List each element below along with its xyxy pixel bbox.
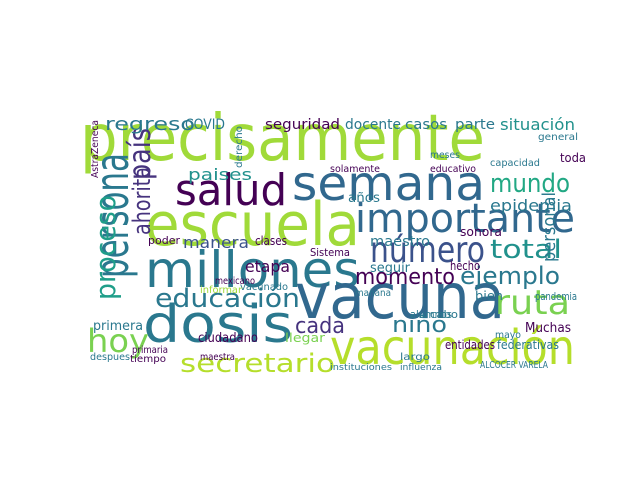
word: meses: [430, 150, 460, 161]
word: pandemia: [535, 290, 577, 303]
word: total: [490, 235, 562, 265]
word: dosis: [143, 295, 293, 355]
word: paises: [188, 165, 252, 184]
word: seguir: [370, 261, 411, 276]
word: educativo: [430, 164, 476, 175]
word: hoy: [87, 322, 149, 360]
word: mexicano: [215, 276, 255, 287]
word: escuela: [145, 190, 360, 260]
word: sonora: [460, 225, 502, 239]
word: vacunación: [330, 320, 575, 376]
word: COVID: [185, 117, 225, 133]
word: seguridad: [265, 117, 340, 133]
word: millones: [145, 241, 360, 299]
word: ciudadano: [198, 331, 258, 346]
word: manera: [183, 233, 249, 252]
word: hecho: [450, 259, 480, 273]
word: salud: [175, 165, 287, 216]
word: ALCOCER VARELA: [480, 360, 548, 371]
word: parte: [455, 117, 495, 133]
word: vacuna: [295, 260, 505, 333]
word: vacunado: [240, 282, 288, 293]
word: derecho: [234, 126, 245, 168]
word: tiempo: [130, 354, 166, 365]
word: capacidad: [490, 158, 540, 169]
word: etapa: [245, 257, 290, 276]
word: primaria: [132, 345, 168, 356]
word: persona: [85, 153, 139, 278]
word: despues: [90, 352, 130, 363]
word: primera: [93, 319, 143, 334]
word: epidemia: [490, 196, 572, 215]
word: país: [123, 128, 158, 180]
word: proceso: [89, 195, 122, 300]
word: regreso: [105, 114, 195, 135]
word: situación: [500, 115, 575, 134]
word: precisamente: [80, 102, 485, 176]
word: general: [538, 132, 578, 143]
word: largo: [400, 352, 430, 363]
word: informar: [200, 285, 243, 296]
word: instituciones: [330, 363, 392, 373]
word: maestro: [370, 234, 430, 250]
word: AstraZeneca: [90, 120, 101, 178]
word: docente: [345, 117, 401, 133]
word: educación: [155, 284, 300, 314]
word: toda: [560, 151, 586, 165]
word: importante: [355, 196, 575, 242]
word: llegar: [285, 331, 325, 345]
word: ahorita: [128, 167, 156, 235]
word: mundo: [490, 169, 570, 199]
word: clases: [255, 234, 287, 248]
word: solamente: [330, 164, 380, 175]
word: ejemplo: [460, 262, 560, 290]
word: niño: [392, 313, 447, 338]
word: influenza: [400, 363, 442, 373]
word: cabo: [430, 308, 458, 321]
word: casos: [405, 117, 447, 133]
word: años: [348, 191, 380, 206]
word: federativas: [497, 338, 559, 352]
word: ruta: [495, 283, 570, 323]
word: personal: [539, 192, 560, 262]
word: Sistema: [310, 246, 350, 259]
word: poder: [148, 234, 180, 247]
word: secretario: [180, 349, 335, 379]
word: mayo: [495, 330, 521, 341]
word: mañana: [355, 288, 391, 299]
word: momento: [355, 265, 455, 290]
word: maestra: [200, 352, 235, 363]
word: alumnos: [410, 308, 452, 321]
word: cada: [295, 314, 345, 339]
word: Muchas: [525, 321, 571, 336]
word: semana: [292, 156, 485, 212]
word: bien: [475, 289, 503, 303]
word: número: [370, 230, 485, 271]
word: entidades: [445, 338, 495, 352]
